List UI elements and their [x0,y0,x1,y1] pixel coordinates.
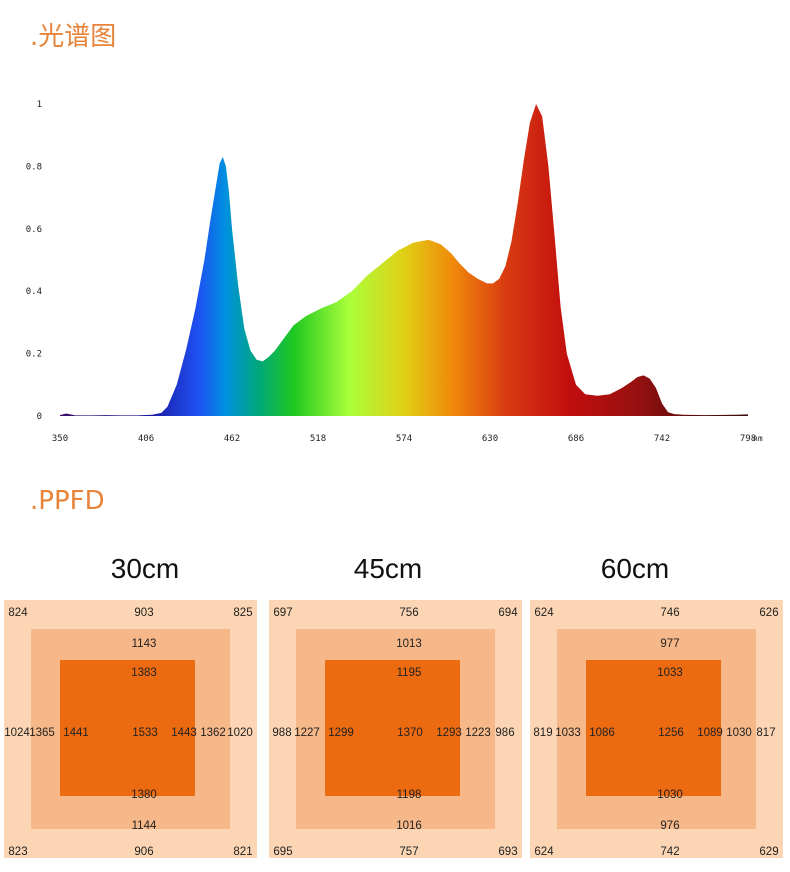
ppfd-value: 1143 [131,638,157,650]
ppfd-grid-45cm: 697 756 694 1013 1195 988 1227 1299 1370 1293 1223… [269,600,522,858]
x-tick-label: 686 [568,434,584,444]
ppfd-value: 906 [134,846,154,858]
ppfd-value: 1223 [465,727,491,739]
ppfd-value: 825 [233,607,253,619]
ppfd-value: 1024 [4,727,30,739]
x-tick-label: 518 [310,434,326,444]
x-tick-label: 462 [224,434,240,444]
ppfd-heading-30cm: 30cm [110,553,180,584]
ppfd-ring-inner [60,660,195,796]
ppfd-value: 1030 [726,727,752,739]
y-tick-label: 0.8 [26,162,42,172]
spectrum-title: .光谱图 [30,22,117,52]
ppfd-value: 1195 [396,667,422,679]
ppfd-value: 1299 [328,727,354,739]
ppfd-ring-inner [586,660,721,796]
ppfd-value: 1383 [131,667,157,679]
ppfd-value: 1086 [589,727,615,739]
ppfd-value: 756 [399,607,419,619]
ppfd-value: 1370 [397,727,423,739]
ppfd-value: 1441 [63,727,89,739]
ppfd-heading-60cm: 60cm [600,553,670,584]
ppfd-grid-60cm: 624 746 626 977 1033 819 1033 1086 1256 1089 1030 8… [530,600,783,858]
ppfd-value: 1144 [131,820,157,832]
ppfd-value: 746 [660,607,680,619]
ppfd-value: 976 [660,820,680,832]
ppfd-value: 757 [399,846,419,858]
x-tick-label: 406 [138,434,154,444]
ppfd-value: 1256 [658,727,684,739]
ppfd-value: 977 [660,638,680,650]
spectrum-area [60,104,748,416]
x-tick-label: 630 [482,434,498,444]
ppfd-value: 1443 [171,727,197,739]
ppfd-value: 1033 [555,727,581,739]
ppfd-value: 1198 [396,789,422,801]
y-tick-label: 0.6 [26,225,42,235]
ppfd-value: 629 [759,846,779,858]
ppfd-value: 1380 [131,789,157,801]
ppfd-value: 624 [534,846,554,858]
ppfd-value: 1033 [657,667,683,679]
ppfd-value: 1227 [294,727,320,739]
x-tick-label: 350 [52,434,68,444]
y-tick-label: 0.4 [26,287,42,297]
ppfd-value: 1362 [200,727,226,739]
ppfd-value: 823 [8,846,28,858]
ppfd-value: 624 [534,607,554,619]
y-tick-label: 0 [37,412,42,422]
ppfd-value: 1013 [396,638,422,650]
ppfd-value: 988 [272,727,292,739]
ppfd-ring-inner [325,660,460,796]
ppfd-value: 1030 [657,789,683,801]
ppfd-heading-45cm: 45cm [353,553,423,584]
x-tick-label: 798 [740,434,756,444]
ppfd-value: 903 [134,607,154,619]
y-tick-label: 1 [37,100,42,110]
ppfd-value: 626 [759,607,779,619]
ppfd-value: 1365 [29,727,55,739]
ppfd-value: 742 [660,846,680,858]
ppfd-value: 1016 [396,820,422,832]
ppfd-grid-30cm: 824 903 825 1143 1383 1024 1365 1441 1533 1443 136… [4,600,257,858]
x-axis-unit-label: nm [753,434,763,443]
ppfd-value: 693 [498,846,518,858]
ppfd-value: 1293 [436,727,462,739]
ppfd-value: 824 [8,607,28,619]
spectrum-chart: 0 0.2 0.4 0.6 0.8 1 350 406 462 518 574 630 686 742 79… [26,100,763,444]
ppfd-value: 695 [273,846,293,858]
ppfd-value: 694 [498,607,518,619]
x-tick-label: 742 [654,434,670,444]
ppfd-value: 1020 [227,727,253,739]
y-tick-label: 0.2 [26,350,42,360]
ppfd-value: 1533 [132,727,158,739]
ppfd-title: .PPFD [30,486,105,516]
ppfd-value: 817 [756,727,776,739]
ppfd-value: 819 [533,727,553,739]
x-tick-label: 574 [396,434,412,444]
ppfd-value: 697 [273,607,293,619]
ppfd-value: 1089 [697,727,723,739]
ppfd-value: 821 [233,846,253,858]
ppfd-value: 986 [495,727,515,739]
